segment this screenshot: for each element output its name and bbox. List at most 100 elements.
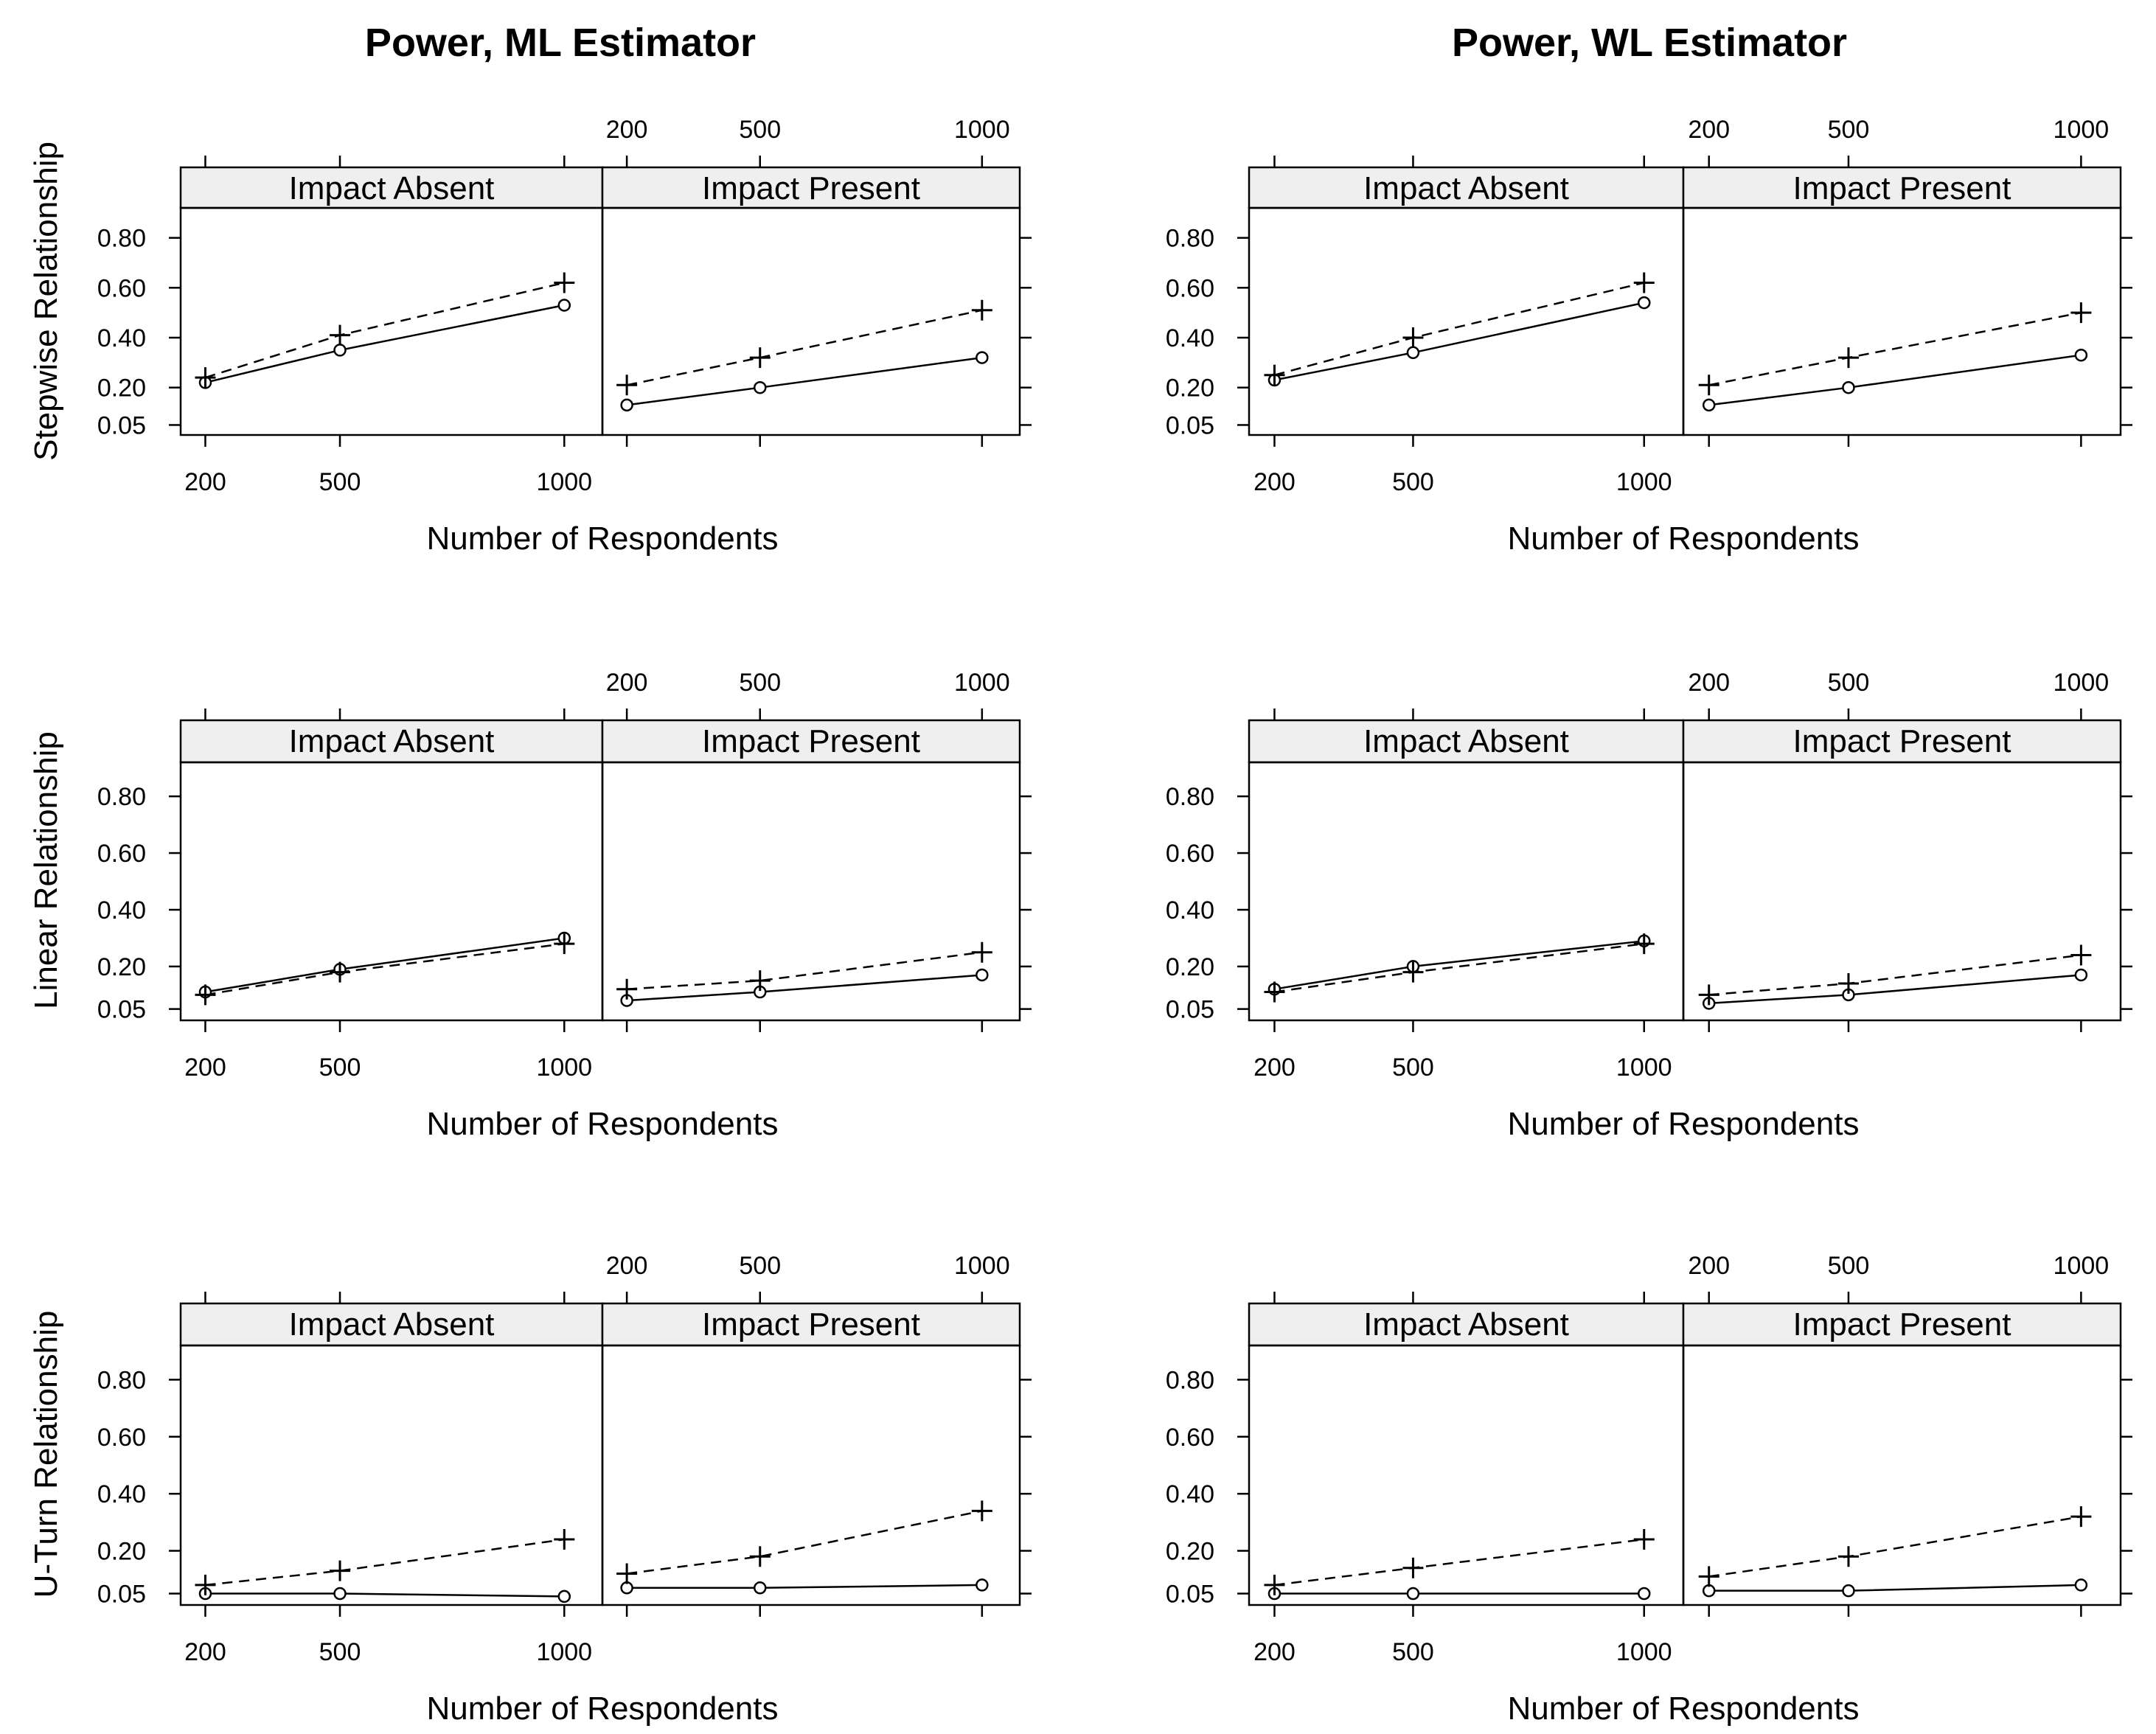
point-plus	[330, 324, 351, 346]
point-plus	[616, 978, 638, 1000]
x-tick-label: 200	[1253, 468, 1296, 496]
chart-block-ml: Impact Absent 200 500 1000 Impact Present 200…	[97, 116, 1032, 557]
panel-frame	[1682, 1344, 2122, 1606]
point-plus	[1633, 1529, 1655, 1550]
point-plus	[971, 299, 992, 321]
point-plus	[749, 1546, 771, 1567]
panel-impact-present: Impact Present 200 500 1000	[1682, 116, 2122, 447]
point-circle	[620, 398, 633, 412]
y-tick-label: 0.05	[97, 1581, 146, 1609]
x-tick-label-top: 200	[606, 116, 648, 144]
point-circle	[2074, 968, 2088, 982]
strip-background	[179, 166, 604, 209]
point-plus	[330, 961, 351, 983]
point-plus	[971, 941, 992, 963]
panel-impact-absent: Impact Absent 200 500 1000	[1248, 708, 1685, 1082]
point-plus	[1698, 1566, 1719, 1587]
y-tick-label: 0.80	[1166, 225, 1214, 253]
point-circle	[976, 351, 989, 364]
point-circle	[333, 1587, 347, 1601]
point-plus	[195, 984, 216, 1006]
point-circle	[620, 1581, 633, 1595]
panel-impact-absent: Impact Absent 200 500 1000	[179, 1292, 604, 1666]
y-tick-label: 0.80	[1166, 783, 1214, 811]
point-plus	[1698, 984, 1719, 1006]
x-tick-label: 200	[184, 1054, 226, 1082]
point-circle	[333, 344, 347, 357]
strip-label: Impact Absent	[1363, 723, 1569, 759]
point-circle	[1842, 380, 1855, 394]
point-circle	[557, 1590, 571, 1604]
point-plus	[616, 1563, 638, 1584]
point-plus	[2070, 1506, 2092, 1528]
x-tick-label: 500	[319, 1638, 361, 1666]
point-plus	[554, 1529, 575, 1550]
point-plus	[616, 375, 638, 396]
y-tick-label: 0.60	[1166, 840, 1214, 868]
panel-impact-absent: Impact Absent 200 500 1000	[179, 708, 604, 1082]
point-plus	[1837, 347, 1859, 369]
point-circle	[1637, 296, 1651, 310]
strip-background	[179, 1302, 604, 1347]
point-plus	[1837, 1546, 1859, 1567]
y-tick-label: 0.40	[97, 896, 146, 925]
point-plus	[2070, 302, 2092, 324]
panel-frame	[601, 1344, 1021, 1606]
chart-block-wl: Impact Absent 200 500 1000 Impact Present 200…	[1166, 116, 2132, 557]
strip-label: Impact Present	[1793, 1306, 2011, 1343]
row-3: U-Turn Relationship Impact Absent 200 500 10…	[28, 1252, 2132, 1727]
strip-background	[1682, 166, 2122, 209]
panel-impact-absent: Impact Absent 200 500 1000	[179, 156, 604, 496]
strip-background	[1248, 166, 1685, 209]
x-tick-label-top: 1000	[2054, 116, 2110, 144]
x-tick-label: 200	[184, 468, 226, 496]
row-label: U-Turn Relationship	[28, 1311, 64, 1598]
y-tick-label: 0.05	[97, 996, 146, 1024]
x-tick-label: 1000	[536, 468, 592, 496]
point-circle	[1702, 398, 1716, 412]
chart-block-wl: Impact Absent 200 500 1000 Impact Present 200…	[1166, 669, 2132, 1142]
point-circle	[1406, 1587, 1420, 1601]
point-plus	[1264, 364, 1285, 386]
point-circle	[2074, 348, 2088, 362]
panel-impact-present: Impact Present 200 500 1000	[1682, 1252, 2122, 1617]
x-tick-label-top: 1000	[954, 116, 1010, 144]
column-title-ml: Power, ML Estimator	[365, 21, 756, 65]
y-tick-label: 0.05	[1166, 1581, 1214, 1609]
point-circle	[1406, 346, 1420, 360]
y-tick-label: 0.05	[97, 411, 146, 439]
point-plus	[1264, 981, 1285, 1003]
point-circle	[754, 1581, 767, 1595]
y-tick-label: 0.60	[97, 1424, 146, 1452]
x-axis-label: Number of Respondents	[1508, 1691, 1860, 1727]
point-circle	[976, 1578, 989, 1592]
point-plus	[971, 1500, 992, 1522]
x-axis-label: Number of Respondents	[427, 520, 779, 557]
chart-block-ml: Impact Absent 200 500 1000 Impact Present 200…	[97, 1252, 1032, 1727]
x-tick-label: 500	[1392, 1638, 1434, 1666]
strip-background	[1682, 719, 2122, 764]
point-plus	[1402, 961, 1424, 983]
x-tick-label: 500	[1392, 1054, 1434, 1082]
y-tick-label: 0.60	[97, 274, 146, 302]
panel-impact-present: Impact Present 200 500 1000	[601, 669, 1021, 1032]
x-axis-label: Number of Respondents	[1508, 1106, 1860, 1142]
x-tick-label: 1000	[536, 1054, 592, 1082]
x-axis-label: Number of Respondents	[427, 1106, 779, 1142]
point-plus	[1633, 933, 1655, 955]
x-axis-label: Number of Respondents	[1508, 520, 1860, 557]
panel-frame	[1682, 206, 2122, 436]
y-tick-label: 0.40	[1166, 896, 1214, 925]
y-tick-label: 0.20	[1166, 953, 1214, 981]
strip-label: Impact Present	[702, 170, 920, 206]
point-circle	[976, 968, 989, 982]
strip-background	[601, 166, 1021, 209]
panel-impact-present: Impact Present 200 500 1000	[1682, 669, 2122, 1032]
x-tick-label: 1000	[1616, 1638, 1672, 1666]
row-2: Linear Relationship Impact Absent 200 500 10…	[28, 669, 2132, 1142]
chart-block-wl: Impact Absent 200 500 1000 Impact Present 200…	[1166, 1252, 2132, 1727]
y-tick-label: 0.80	[1166, 1366, 1214, 1394]
point-plus	[195, 367, 216, 389]
row-label: Stepwise Relationship	[28, 142, 64, 461]
x-tick-label: 1000	[1616, 1054, 1672, 1082]
